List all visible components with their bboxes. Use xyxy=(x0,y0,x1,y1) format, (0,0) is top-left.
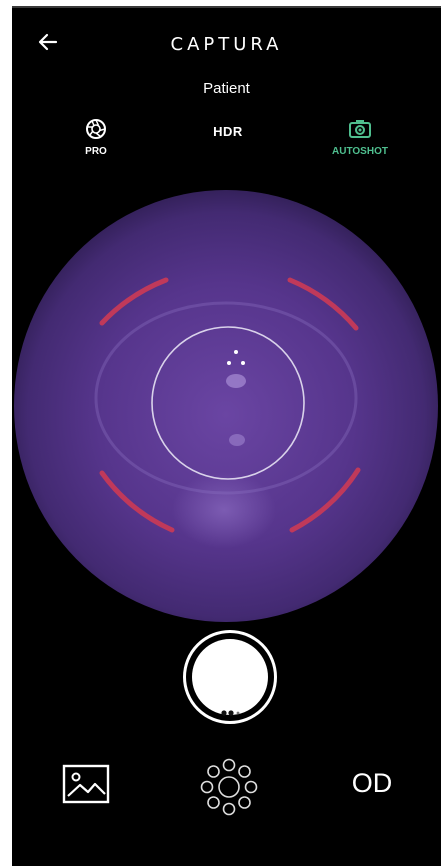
reflection-glow xyxy=(172,472,276,548)
guide-arc-top-left xyxy=(99,277,169,326)
reflex-dot xyxy=(227,361,231,365)
fundus-image xyxy=(14,190,438,622)
arrow-left-icon xyxy=(38,33,58,51)
led-ring-icon xyxy=(200,758,258,816)
hdr-mode-label: HDR xyxy=(213,124,243,139)
guide-arc-bottom-left xyxy=(99,470,175,533)
aperture-icon xyxy=(86,119,106,139)
illumination-button[interactable] xyxy=(198,756,260,818)
inner-ring-reflection xyxy=(94,301,358,495)
gallery-icon xyxy=(62,764,110,804)
back-button[interactable] xyxy=(36,30,60,54)
reflex-dot xyxy=(234,350,238,354)
eye-side-toggle[interactable]: OD xyxy=(351,768,393,798)
autoshot-mode-label: AUTOSHOT xyxy=(332,146,388,157)
camera-screen: CAPTURA Patient PRO HDR AUTOSHOT xyxy=(12,6,441,866)
reflex-dot xyxy=(241,361,245,365)
reflex-blob xyxy=(226,374,246,388)
guide-arc-top-right xyxy=(287,277,359,331)
camera-icon xyxy=(349,120,371,138)
reflex-blob xyxy=(229,434,245,446)
gallery-button[interactable] xyxy=(62,764,110,804)
camera-viewfinder[interactable] xyxy=(14,188,439,623)
page-title: CAPTURA xyxy=(170,34,283,55)
pro-mode-button[interactable]: PRO xyxy=(56,118,136,157)
guide-arc-bottom-right xyxy=(289,467,361,533)
autoshot-mode-button[interactable]: AUTOSHOT xyxy=(320,118,400,157)
hdr-mode-button[interactable]: HDR xyxy=(188,118,268,139)
focus-target-circle xyxy=(151,326,305,480)
pro-mode-label: PRO xyxy=(85,146,107,157)
page-dots-indicator xyxy=(221,710,240,716)
shutter-inner xyxy=(192,639,268,715)
shutter-button[interactable] xyxy=(183,630,277,724)
status-strip xyxy=(12,6,441,8)
patient-name: Patient xyxy=(203,80,250,97)
